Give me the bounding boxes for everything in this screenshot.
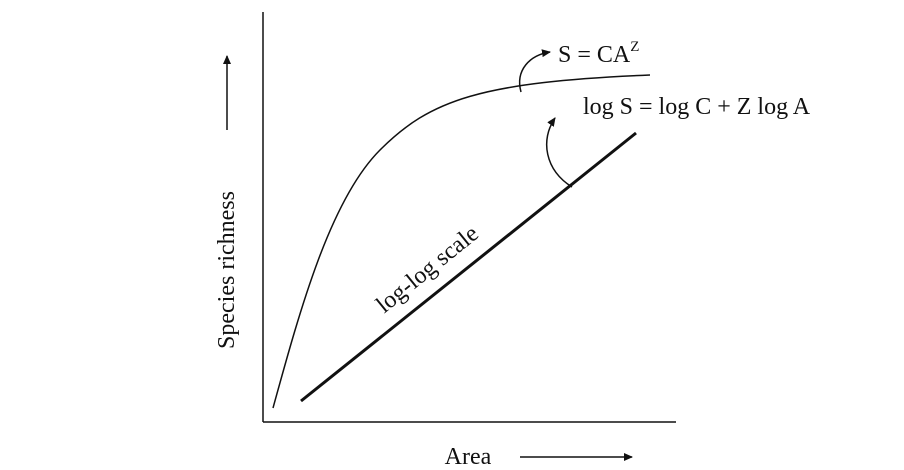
diagram: S = CAZ log S = log C + Z log A log-log …: [0, 0, 904, 470]
line-pointer: [547, 118, 572, 187]
curve-equation: S = CAZ: [558, 39, 639, 68]
curve-equation-exponent: Z: [630, 39, 639, 55]
log-log-line: [301, 133, 636, 401]
line-equation: log S = log C + Z log A: [583, 94, 811, 120]
curve-equation-base: S = CA: [558, 42, 631, 68]
y-axis-label: Species richness: [214, 191, 240, 349]
x-axis-label: Area: [445, 444, 492, 470]
